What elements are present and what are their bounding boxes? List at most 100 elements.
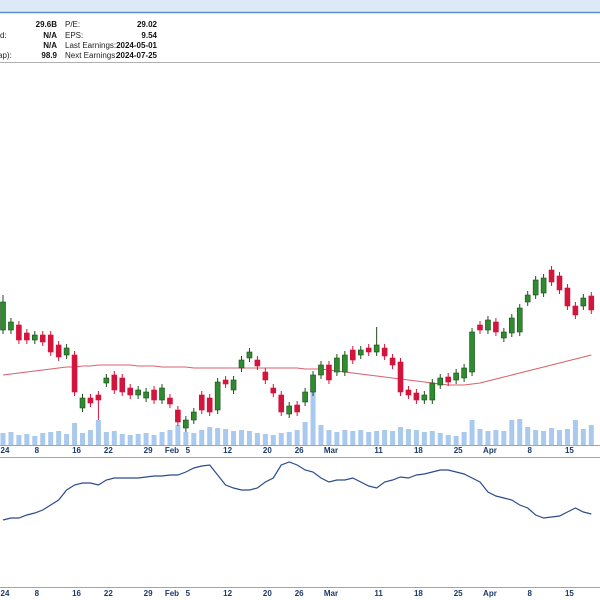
volume-bar	[366, 432, 372, 445]
candle-body	[119, 377, 126, 393]
header-label: EPS:	[65, 31, 83, 40]
volume-bar	[48, 432, 54, 445]
x-tick-label: Feb	[165, 446, 179, 455]
volume-bar	[262, 434, 268, 445]
candle-body	[167, 397, 173, 405]
volume-bar	[72, 423, 78, 445]
x-tick-label: 8	[35, 446, 40, 455]
volume-bar	[350, 431, 356, 445]
candle-body	[55, 344, 62, 358]
candle-body	[532, 279, 539, 296]
x-tick-label: 8	[35, 589, 40, 598]
volume-bar	[64, 434, 70, 445]
x-tick-label: 25	[454, 446, 463, 455]
volume-bar	[8, 432, 14, 445]
candle-body	[143, 391, 149, 399]
candle-body	[222, 379, 229, 385]
x-tick-label: 20	[263, 446, 272, 455]
x-tick-label: 12	[223, 589, 232, 598]
candle-body	[63, 347, 70, 356]
candle-body	[405, 389, 412, 396]
candle-body	[365, 347, 372, 353]
x-tick-label: 16	[72, 446, 81, 455]
x-tick-label: 26	[295, 446, 304, 455]
candle-body	[445, 376, 452, 383]
candle-body	[397, 361, 404, 393]
volume-bar	[588, 425, 594, 445]
volume-bar	[111, 431, 117, 445]
x-tick-label: 15	[565, 446, 574, 455]
candle-body	[95, 394, 102, 401]
candle-body	[206, 397, 213, 413]
candle-body	[349, 349, 356, 361]
x-tick-label: 15	[565, 589, 574, 598]
x-tick-label: Feb	[165, 589, 179, 598]
volume-bar	[16, 435, 22, 445]
volume-bar	[278, 433, 284, 445]
candle-body	[214, 381, 221, 411]
candle-body	[588, 295, 595, 311]
volume-bar	[175, 425, 181, 445]
header: 29.6B d: N/A N/A ap): 98.9 P/E: 29.02 EP…	[0, 20, 158, 60]
x-tick-label: Apr	[483, 589, 497, 598]
x-tick-label: 11	[374, 446, 383, 455]
volume-bar	[541, 431, 547, 445]
volume-bar	[509, 420, 515, 445]
volume-bar	[382, 430, 388, 445]
candle-body	[524, 294, 531, 303]
volume-bar	[429, 431, 435, 445]
title-bar	[0, 0, 600, 12]
volume-bar	[318, 425, 324, 445]
x-tick-label: 24	[1, 446, 10, 455]
x-tick-label: Apr	[483, 446, 497, 455]
moving-average-line	[2, 354, 592, 386]
header-value: N/A	[43, 31, 57, 40]
candle-body	[135, 389, 141, 396]
candle-body	[175, 409, 181, 423]
volume-bar	[95, 420, 101, 445]
volume-bar	[564, 429, 570, 445]
header-value: 29.02	[137, 20, 158, 29]
volume-bar	[310, 390, 316, 445]
volume-bar	[0, 433, 6, 445]
volume-bar	[103, 432, 109, 445]
volume-bar	[183, 432, 189, 445]
candle-body	[501, 331, 507, 339]
candle-body	[24, 332, 30, 341]
candle-body	[254, 359, 261, 367]
candle-body	[429, 382, 436, 401]
volume-bar	[437, 433, 443, 445]
volume-bar	[469, 420, 475, 445]
candle-body	[111, 374, 118, 391]
volume-bar	[302, 422, 308, 445]
volume-bar	[159, 432, 165, 445]
candle-body	[373, 344, 380, 353]
header-label: ap):	[0, 51, 12, 60]
volume-bar	[533, 430, 539, 445]
candle-body	[198, 394, 205, 411]
volume-bar	[215, 428, 221, 445]
x-tick-label: 8	[527, 589, 532, 598]
candle-body	[437, 377, 444, 386]
volume-bar	[461, 432, 467, 445]
volume-bar	[390, 431, 396, 445]
volume-bar	[270, 435, 276, 445]
x-tick-label: 18	[414, 589, 423, 598]
candle-body	[493, 321, 499, 333]
volume-bar	[501, 431, 507, 445]
volume-bar	[32, 436, 38, 445]
x-tick-label: 24	[1, 589, 10, 598]
volume-bar	[572, 420, 578, 445]
volume-bar	[199, 430, 205, 445]
volume-bar	[453, 436, 459, 445]
candle-body	[278, 394, 285, 413]
volume-bar	[135, 434, 141, 445]
candle-body	[8, 321, 14, 331]
candle-body	[421, 394, 428, 401]
volume-bar	[477, 429, 483, 445]
candle-body	[326, 364, 332, 381]
candle-body	[453, 372, 459, 381]
volume-bar	[191, 433, 197, 445]
x-tick-label: 26	[295, 589, 304, 598]
